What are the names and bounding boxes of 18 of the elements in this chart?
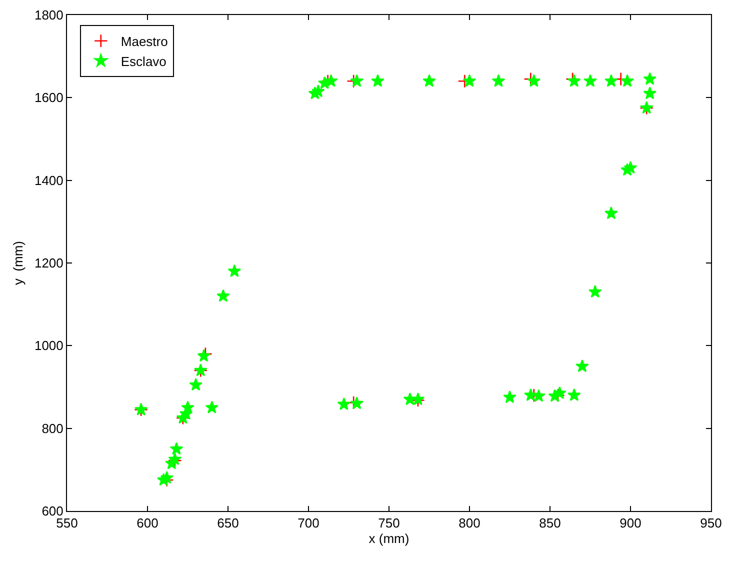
legend-label: Esclavo	[120, 54, 166, 69]
y-tick-label: 800	[42, 420, 64, 436]
x-tick-label: 950	[700, 516, 722, 531]
y-tick-label: 1600	[34, 90, 64, 106]
legend-label: Maestro	[120, 34, 168, 49]
x-tick-label: 600	[136, 516, 158, 531]
y-tick-label: 1000	[34, 338, 64, 354]
x-tick-label: 800	[458, 516, 480, 531]
y-tick-label: 1800	[34, 8, 64, 23]
x-tick-label: 900	[620, 516, 642, 531]
y-axis-title: y (mm)	[10, 240, 26, 286]
x-tick-label: 650	[217, 516, 239, 531]
x-tick-label: 700	[298, 516, 320, 531]
x-tick-label: 750	[378, 516, 400, 531]
x-tick-label: 850	[539, 516, 561, 531]
y-tick-label: 1200	[34, 256, 64, 271]
x-axis-title: x (mm)	[368, 531, 410, 546]
y-tick-label: 1400	[34, 172, 64, 188]
